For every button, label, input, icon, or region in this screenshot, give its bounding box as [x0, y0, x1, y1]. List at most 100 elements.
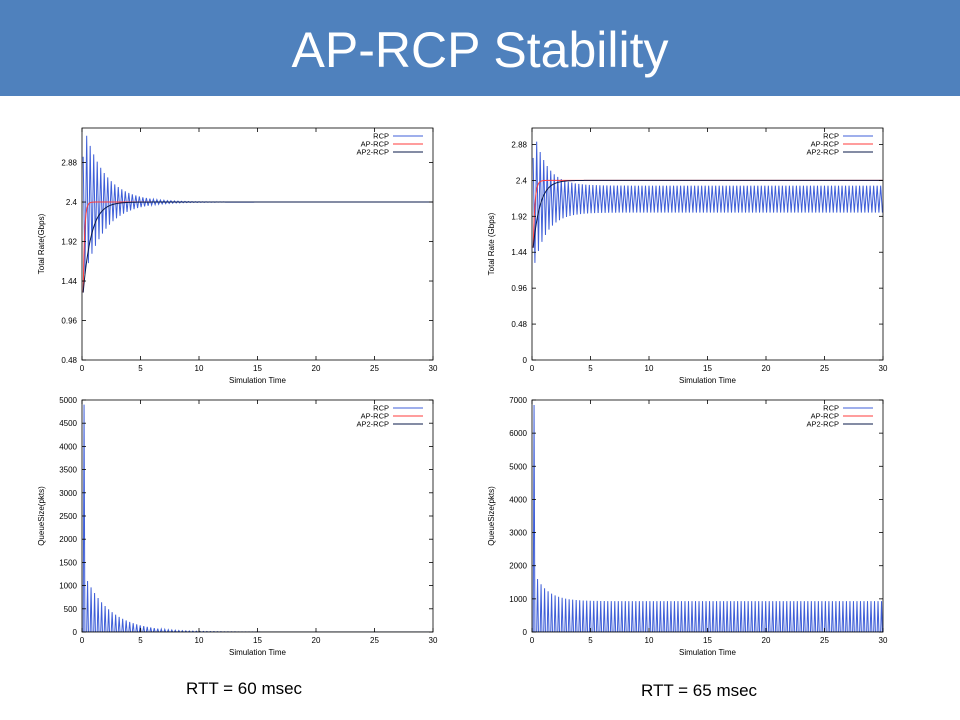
x-tick-label: 30: [879, 364, 888, 373]
plot-frame: [81, 127, 434, 361]
y-tick-label: 5000: [509, 462, 527, 471]
plot-frame: [531, 399, 884, 633]
y-tick-label: 1000: [59, 582, 77, 591]
x-tick-label: 10: [645, 364, 654, 373]
x-tick-label: 0: [530, 364, 535, 373]
x-tick-label: 25: [370, 636, 379, 645]
x-tick-label: 30: [879, 636, 888, 645]
rtt-label-60: RTT = 60 msec: [186, 679, 303, 698]
y-tick-label: 4500: [59, 419, 77, 428]
y-tick-label: 1.44: [511, 248, 527, 257]
series-line-ap-rcp: [82, 201, 433, 293]
y-tick-label: 0.96: [511, 284, 527, 293]
x-axis-label: Simulation Time: [229, 376, 286, 385]
legend-label: RCP: [823, 404, 839, 413]
y-tick-label: 0.48: [61, 356, 77, 365]
queue-chart-rtt-60: 0 5 10 15 20 25 30 0 500 1000 1500 2000 2500 3000 3500…: [30, 390, 445, 662]
y-tick-label: 2.4: [516, 176, 528, 185]
x-tick-label: 5: [138, 636, 143, 645]
y-tick-label: 3500: [59, 466, 77, 475]
plot-frame: [81, 399, 434, 633]
legend-label: AP-RCP: [361, 412, 389, 421]
x-tick-label: 20: [762, 636, 771, 645]
x-tick-label: 15: [703, 636, 712, 645]
y-tick-label: 2000: [59, 535, 77, 544]
rtt-label-65: RTT = 65 msec: [641, 681, 758, 700]
x-tick-label: 20: [762, 364, 771, 373]
y-tick-label: 1.44: [61, 277, 77, 286]
legend-label: RCP: [373, 132, 389, 141]
x-axis-label: Simulation Time: [229, 648, 286, 657]
legend-label: AP2-RCP: [356, 148, 389, 157]
x-tick-label: 15: [703, 364, 712, 373]
y-tick-label: 2500: [59, 512, 77, 521]
x-tick-label: 5: [588, 364, 593, 373]
plot-area: [532, 141, 883, 263]
y-tick-label: 500: [64, 605, 78, 614]
slide-title: AP-RCP Stability: [291, 22, 669, 78]
y-tick-label: 2.88: [61, 159, 77, 168]
x-tick-label: 15: [253, 364, 262, 373]
x-tick-label: 30: [429, 636, 438, 645]
y-tick-label: 1500: [59, 558, 77, 567]
rate-chart-rtt-65: 0 5 10 15 20 25 30 0 0.48 0.96 1.44 1.92 2.4 2.88 Simu…: [480, 118, 895, 390]
y-axis-label: Total Rate(Gbps): [37, 213, 46, 274]
y-tick-label: 1.92: [61, 238, 77, 247]
y-tick-label: 4000: [509, 495, 527, 504]
x-tick-label: 30: [429, 364, 438, 373]
x-tick-label: 0: [530, 636, 535, 645]
series-line-rcp: [532, 404, 883, 632]
legend-label: AP2-RCP: [806, 420, 839, 429]
y-tick-label: 0.48: [511, 320, 527, 329]
y-axis-label: QueueSize(pkts): [487, 486, 496, 546]
y-tick-label: 0: [523, 628, 528, 637]
y-tick-label: 7000: [509, 396, 527, 405]
x-tick-label: 20: [312, 364, 321, 373]
series-line-rcp: [82, 135, 433, 275]
y-tick-label: 2.4: [66, 198, 78, 207]
legend-label: AP2-RCP: [806, 148, 839, 157]
y-tick-label: 6000: [509, 429, 527, 438]
y-axis-label: Total Rate (Gbps): [487, 212, 496, 275]
series-line-rcp: [532, 141, 883, 263]
plot-frame: [531, 127, 884, 361]
x-tick-label: 10: [195, 364, 204, 373]
y-tick-label: 3000: [509, 529, 527, 538]
y-tick-label: 1000: [509, 595, 527, 604]
x-axis-label: Simulation Time: [679, 648, 736, 657]
x-axis-label: Simulation Time: [679, 376, 736, 385]
y-tick-label: 0.96: [61, 317, 77, 326]
legend-label: AP-RCP: [361, 140, 389, 149]
rate-chart-rtt-60: 0 5 10 15 20 25 30 0.48 0.96 1.44 1.92 2.4 2.88 Simul…: [30, 118, 445, 390]
y-tick-label: 5000: [59, 396, 77, 405]
x-tick-label: 5: [588, 636, 593, 645]
plot-area: [532, 404, 883, 632]
series-line-ap2-rcp: [532, 179, 883, 248]
plot-area: [82, 404, 433, 632]
x-tick-label: 0: [80, 636, 85, 645]
y-tick-label: 0: [73, 628, 78, 637]
x-tick-label: 10: [195, 636, 204, 645]
queue-chart-rtt-65: 0 5 10 15 20 25 30 0 1000 2000 3000 4000 5000 6000 700…: [480, 390, 895, 662]
legend-label: AP2-RCP: [356, 420, 389, 429]
x-tick-label: 25: [370, 364, 379, 373]
y-tick-label: 3000: [59, 489, 77, 498]
legend-label: RCP: [373, 404, 389, 413]
series-line-ap2-rcp: [82, 201, 433, 293]
x-tick-label: 25: [820, 364, 829, 373]
x-tick-label: 5: [138, 364, 143, 373]
legend-label: AP-RCP: [811, 140, 839, 149]
x-tick-label: 10: [645, 636, 654, 645]
y-axis-label: QueueSize(pkts): [37, 486, 46, 546]
y-tick-label: 4000: [59, 442, 77, 451]
y-tick-label: 0: [523, 356, 528, 365]
legend-label: RCP: [823, 132, 839, 141]
x-tick-label: 20: [312, 636, 321, 645]
x-tick-label: 25: [820, 636, 829, 645]
y-tick-label: 2.88: [511, 140, 527, 149]
series-line-rcp: [82, 404, 433, 632]
